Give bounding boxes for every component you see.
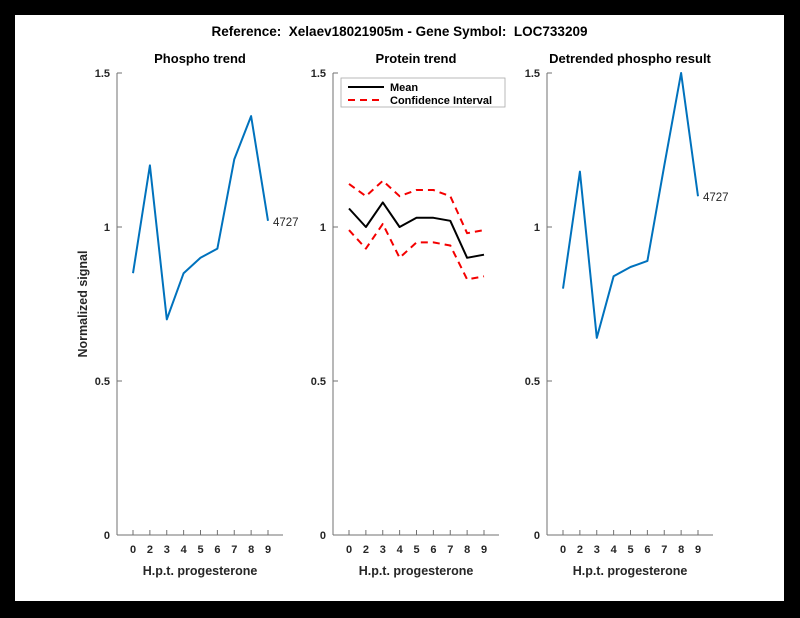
x-tick-label: 7 xyxy=(231,544,237,556)
x-tick-label: 2 xyxy=(577,544,583,556)
y-tick-label: 0.5 xyxy=(525,376,540,388)
series-confidence-interval-lower xyxy=(348,222,485,281)
y-tick-label: 0 xyxy=(534,530,540,542)
subplot-title-phospho-trend: Phospho trend xyxy=(154,51,246,66)
series-mean xyxy=(348,201,485,259)
x-axis-label-protein: H.p.t. progesterone xyxy=(358,564,474,578)
subplot-title-protein-trend: Protein trend xyxy=(375,51,457,66)
x-tick-label: 8 xyxy=(248,544,254,556)
x-tick-label: 7 xyxy=(661,544,667,556)
x-tick-label: 4 xyxy=(397,544,404,556)
legend-label: Mean xyxy=(390,82,418,94)
y-tick-label: 1.5 xyxy=(95,68,110,80)
y-tick-label: 1 xyxy=(534,222,540,234)
x-tick-label: 0 xyxy=(560,544,566,556)
figure-canvas: Reference: Xelaev18021905m - Gene Symbol… xyxy=(15,15,784,601)
series-phospho-signal xyxy=(132,115,269,321)
x-tick-label: 9 xyxy=(265,544,271,556)
x-axis-label-phospho: H.p.t. progesterone xyxy=(142,564,258,578)
y-tick-label: 0.5 xyxy=(95,376,110,388)
subplot-title-detrended-phospho: Detrended phospho result xyxy=(549,51,711,66)
x-tick-label: 9 xyxy=(481,544,487,556)
y-tick-label: 1 xyxy=(320,222,326,234)
legend-box xyxy=(340,77,506,108)
x-tick-label: 5 xyxy=(413,544,419,556)
series-detrended-phospho-signal xyxy=(562,72,699,339)
x-tick-label: 8 xyxy=(464,544,470,556)
point-annotation: 4727 xyxy=(703,192,729,204)
figure-title: Reference: Xelaev18021905m - Gene Symbol… xyxy=(211,24,588,39)
x-tick-label: 6 xyxy=(430,544,436,556)
point-annotation: 4727 xyxy=(273,217,299,229)
y-tick-label: 1.5 xyxy=(311,68,326,80)
x-tick-label: 3 xyxy=(594,544,600,556)
x-tick-label: 0 xyxy=(130,544,136,556)
y-tick-label: 0.5 xyxy=(311,376,326,388)
x-tick-label: 3 xyxy=(380,544,386,556)
series-confidence-interval-upper xyxy=(348,179,485,235)
x-tick-label: 6 xyxy=(214,544,220,556)
x-tick-label: 0 xyxy=(346,544,352,556)
x-tick-label: 6 xyxy=(644,544,650,556)
x-tick-label: 5 xyxy=(197,544,203,556)
x-tick-label: 5 xyxy=(627,544,633,556)
x-axis-label-detrended: H.p.t. progesterone xyxy=(572,564,688,578)
legend-label: Confidence Interval xyxy=(390,95,492,107)
x-tick-label: 8 xyxy=(678,544,684,556)
x-tick-label: 3 xyxy=(164,544,170,556)
y-tick-label: 0 xyxy=(320,530,326,542)
y-tick-label: 0 xyxy=(104,530,110,542)
x-tick-label: 2 xyxy=(363,544,369,556)
x-tick-label: 9 xyxy=(695,544,701,556)
x-tick-label: 4 xyxy=(181,544,188,556)
x-tick-label: 4 xyxy=(611,544,618,556)
x-tick-label: 7 xyxy=(447,544,453,556)
y-tick-label: 1 xyxy=(104,222,110,234)
y-tick-label: 1.5 xyxy=(525,68,540,80)
x-tick-label: 2 xyxy=(147,544,153,556)
